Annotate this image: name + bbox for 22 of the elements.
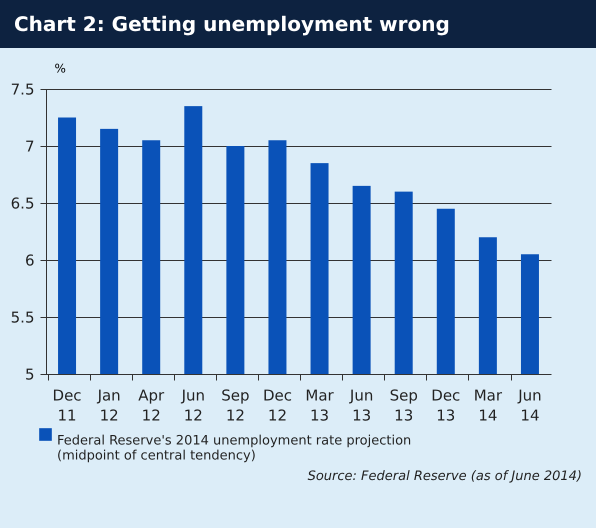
y-tick-label: 6.5 — [10, 194, 34, 212]
x-tick-label: Sep 12 — [221, 386, 250, 424]
chart-title: Chart 2: Getting unemployment wrong — [0, 0, 596, 48]
x-tick-label: Dec 13 — [431, 386, 460, 424]
x-tick-label: Jun 12 — [180, 386, 206, 424]
x-tick-label: Jan 12 — [96, 386, 121, 424]
legend-label: Federal Reserve's 2014 unemployment rate projection (midpoint of central tendency) — [57, 434, 412, 464]
y-tick-label: 6 — [24, 252, 34, 270]
x-tick-label: Apr 12 — [138, 386, 166, 424]
x-tick-label: Mar 14 — [474, 386, 503, 424]
source-note: Source: Federal Reserve (as of June 2014) — [306, 469, 583, 484]
x-tick-label: Jun 14 — [517, 386, 542, 424]
y-axis-title: % — [54, 62, 66, 76]
y-tick-label: 5 — [24, 366, 34, 384]
y-tick-label: 7 — [24, 138, 34, 156]
y-tick-label: 5.5 — [10, 308, 34, 326]
x-tick-label: Dec 12 — [262, 386, 292, 424]
x-tick-label: Sep 13 — [390, 386, 418, 424]
x-tick-label: Mar 13 — [305, 386, 335, 424]
x-tick-label: Jun 13 — [348, 386, 374, 424]
y-tick-label: 7.5 — [10, 80, 34, 98]
x-tick-label: Dec 11 — [52, 386, 82, 424]
